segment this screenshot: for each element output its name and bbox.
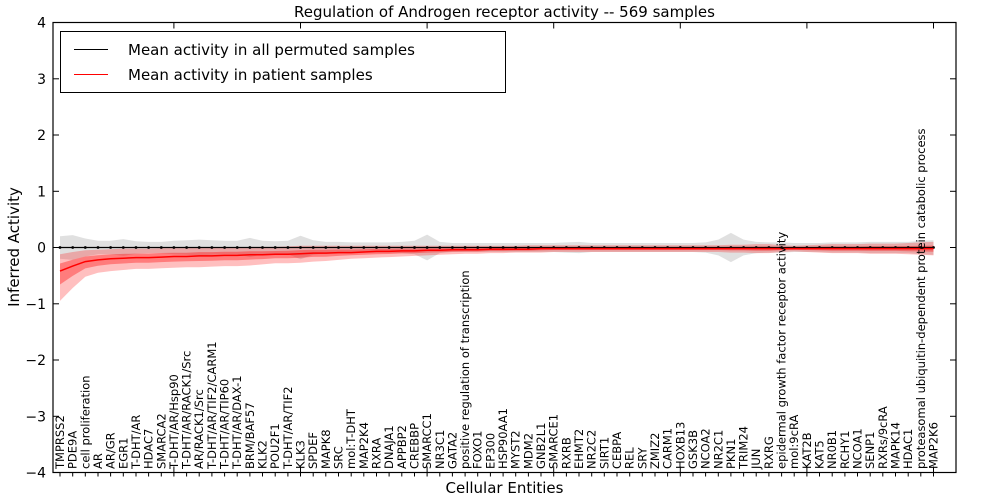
entity-label: TRIM24 [737, 426, 751, 470]
patient-band-inner [60, 245, 934, 285]
entity-label: BRM/BAF57 [243, 402, 257, 469]
legend-label-patient: Mean activity in patient samples [128, 65, 373, 84]
entity-label: KLK3 [294, 440, 308, 469]
entity-label: AR/GR [104, 432, 118, 469]
entity-label: T-DHT/AR/Hsp90 [167, 374, 181, 470]
entity-label: SMARCE1 [547, 414, 561, 469]
y-tick-label: 1 [37, 184, 46, 200]
entity-label: positive regulation of transcription [458, 270, 472, 469]
entity-label: PDE9A [66, 431, 80, 469]
entity-label: T-DHT/AR/TIP60 [218, 379, 232, 470]
entity-label: NR0B1 [825, 430, 839, 469]
entity-label: proteasomal ubiquitin-dependent protein … [914, 128, 928, 469]
entity-label: NR2C1 [711, 430, 725, 469]
entity-label: MAP2K4 [357, 422, 371, 469]
entity-label: KLK2 [256, 440, 270, 469]
entity-label: GSK3B [686, 430, 700, 469]
patient-band-outer [60, 241, 934, 301]
entity-label: RXRs/9cRA [876, 406, 890, 469]
entity-label: CEBPA [610, 432, 624, 469]
entity-label: DNAJA1 [382, 425, 396, 469]
entity-label: TMPRSS2 [53, 415, 67, 470]
entity-label: NCOA1 [851, 428, 865, 469]
entity-label: RXRB [559, 437, 573, 469]
entity-label: AR [91, 453, 105, 469]
entity-label: mol:T-DHT [344, 408, 358, 469]
legend-line-permuted-icon [74, 49, 108, 50]
entity-label: REL [623, 447, 637, 469]
entity-label: MAPK8 [319, 429, 333, 469]
entity-label: SIRT1 [597, 437, 611, 469]
entity-label: GNB2L1 [534, 423, 548, 469]
y-tick-label: 2 [37, 128, 46, 144]
legend-label-permuted: Mean activity in all permuted samples [128, 40, 415, 59]
x-axis-label: Cellular Entities [445, 479, 564, 497]
legend-line-patient-icon [74, 74, 108, 75]
entity-label: HDAC7 [142, 429, 156, 469]
entity-label: EHMT2 [572, 429, 586, 469]
entity-label: APPBP2 [395, 425, 409, 469]
entity-label: HOXB13 [673, 422, 687, 469]
entity-label: NR3C1 [433, 430, 447, 469]
entity-label: EGR1 [116, 438, 130, 470]
entity-label: T-DHT/AR/TIF2 [281, 386, 295, 470]
axis-ticks [53, 22, 956, 477]
entity-label: mol:9cRA [787, 415, 801, 469]
entity-label: MAP2K6 [927, 422, 941, 469]
entity-label: SRY [635, 446, 649, 469]
legend-item-patient: Mean activity in patient samples [74, 62, 505, 87]
entity-label: RXRA [370, 438, 384, 469]
entity-label: MAPK14 [889, 422, 903, 469]
entity-label: EP300 [483, 433, 497, 469]
entity-label: HSP90AA1 [496, 408, 510, 469]
entity-label: PKN1 [724, 439, 738, 469]
entity-label: GATA2 [445, 432, 459, 469]
entity-label: MDM2 [521, 433, 535, 469]
y-tick-label: −4 [25, 466, 46, 482]
entity-label: MYST2 [509, 430, 523, 469]
entity-label: T-DHT/AR [129, 415, 143, 470]
entity-label: FOXO1 [471, 431, 485, 469]
y-tick-label: −2 [25, 353, 46, 369]
entity-label: SMARCA2 [154, 413, 168, 469]
entity-label: T-DHT/AR/TIF2/CARM1 [205, 341, 219, 470]
y-tick-label: 4 [37, 16, 46, 32]
entity-label: SPDEF [306, 432, 320, 469]
entity-label: SRC [332, 446, 346, 469]
y-tick-label: 0 [37, 241, 46, 257]
legend-item-permuted: Mean activity in all permuted samples [74, 37, 505, 62]
entity-label: RXRG [762, 436, 776, 469]
entity-label: POU2F1 [268, 423, 282, 469]
entity-label: RCHY1 [838, 431, 852, 469]
entity-label: KAT5 [813, 440, 827, 469]
entity-label: NR2C2 [585, 430, 599, 469]
patient-mean-line [59, 247, 934, 272]
entity-label: CARM1 [661, 428, 675, 469]
entity-label: epidermal growth factor receptor activit… [775, 232, 789, 469]
entity-label: cell proliferation [78, 375, 92, 469]
chart-title: Regulation of Androgen receptor activity… [294, 3, 715, 21]
entity-label: CREBBP [408, 423, 422, 469]
entity-label: T-DHT/AR/DAX-1 [230, 375, 244, 470]
y-tick-label: −3 [25, 409, 46, 425]
entity-label: JUN [749, 449, 763, 470]
entity-label: AR/RACK1/Src [192, 389, 206, 469]
entity-label: ZMIZ2 [648, 433, 662, 469]
legend: Mean activity in all permuted samples Me… [60, 31, 506, 93]
entity-label: T-DHT/AR/RACK1/Src [180, 351, 194, 470]
entity-label: NCOA2 [699, 428, 713, 469]
entity-label: SMARCC1 [420, 413, 434, 469]
entity-label: HDAC1 [901, 429, 915, 469]
entity-label: KAT2B [800, 432, 814, 469]
y-tick-label: −1 [25, 297, 46, 313]
y-tick-label: 3 [37, 72, 46, 88]
entity-label: SENP1 [863, 432, 877, 469]
